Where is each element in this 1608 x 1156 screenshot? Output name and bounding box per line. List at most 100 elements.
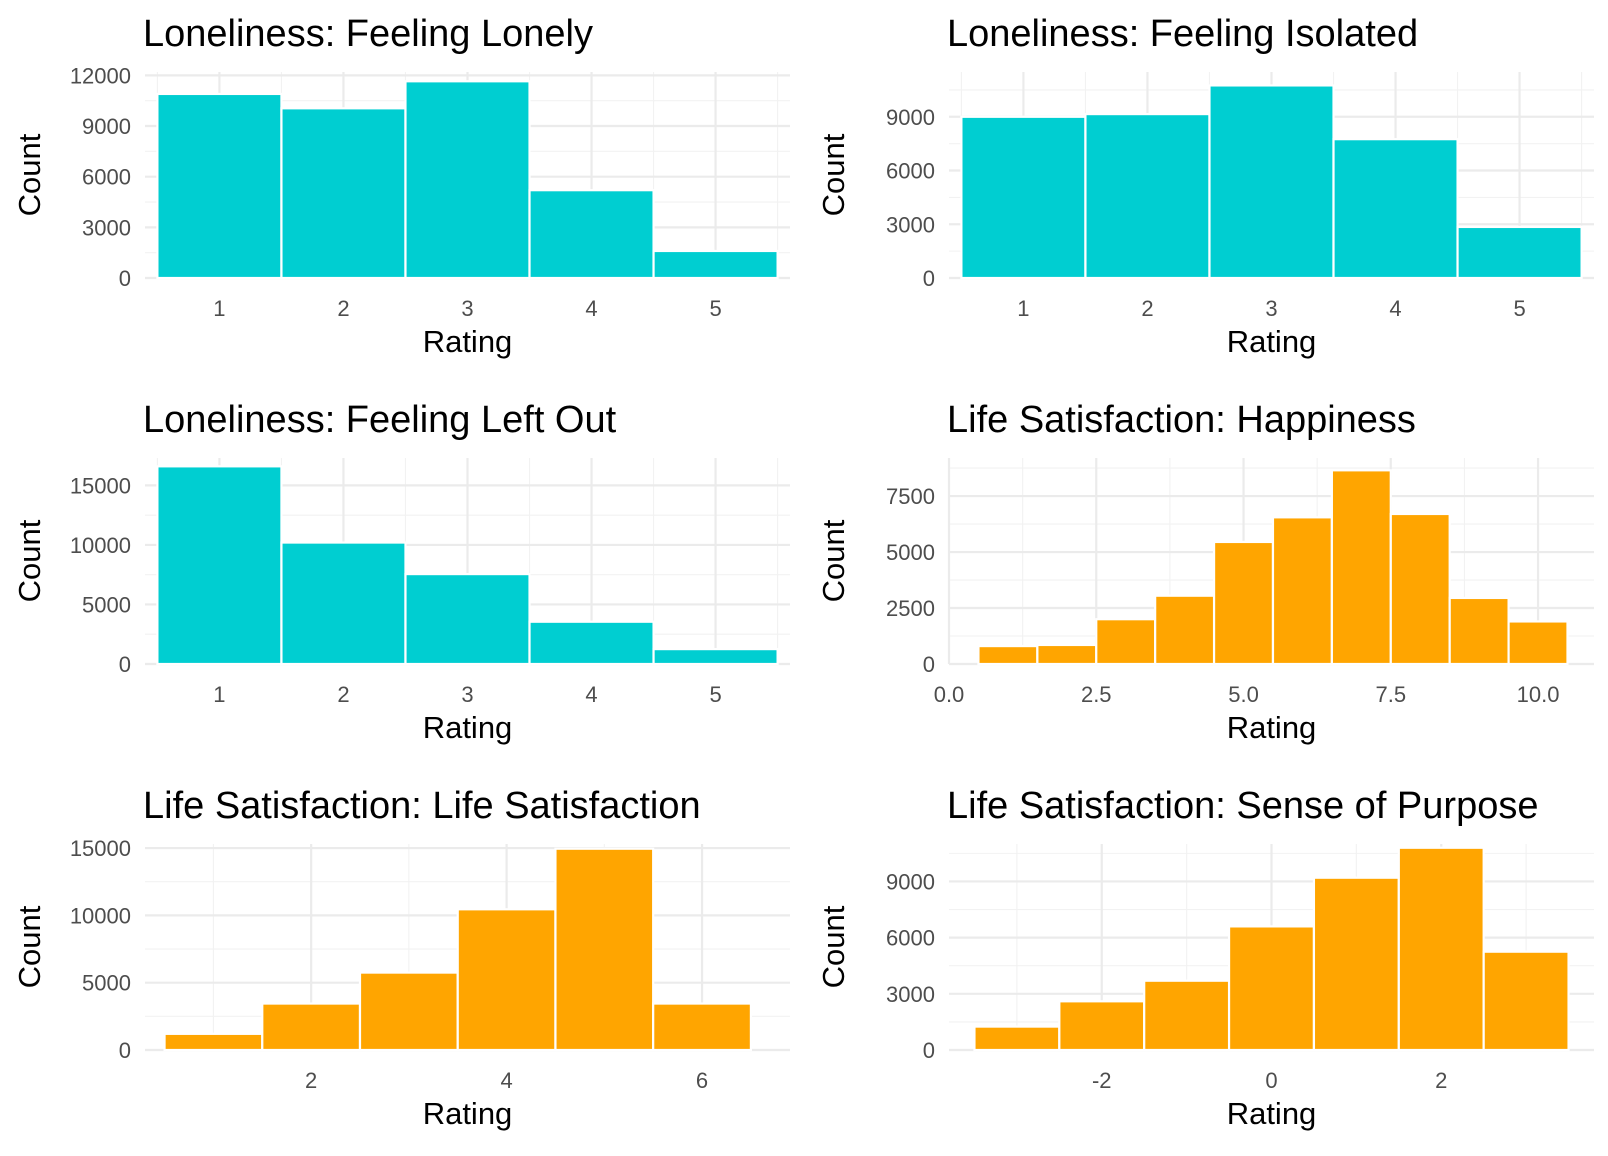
histogram-bar: [1389, 512, 1451, 666]
histogram-bar: [163, 1032, 264, 1052]
y-tick-label: 9000: [886, 869, 935, 894]
panel-feeling-lonely: 0 3000 6000 9000 12000 1 2 3 4 5 Loneliness: Feeli…: [12, 13, 790, 359]
y-axis-label: Count: [816, 133, 851, 216]
panel-sense-of-purpose: 0 3000 6000 9000 -2 0 2 Life Satisfaction: Sens…: [816, 785, 1594, 1131]
y-tick-label: 7500: [886, 484, 935, 509]
x-tick-label: 2: [337, 682, 349, 707]
histogram-bar: [960, 115, 1087, 280]
histogram-bar: [280, 107, 407, 280]
x-tick-label: 5: [709, 682, 721, 707]
bars: [163, 847, 753, 1052]
y-tick-label: 0: [923, 266, 935, 291]
panel-life-satisfaction: 0 5000 10000 15000 2 4 6 Life Satisfaction: Lif…: [12, 785, 790, 1131]
x-tick-label: 4: [1389, 296, 1401, 321]
y-axis-label: Count: [12, 133, 47, 216]
x-tick-label: 3: [1265, 296, 1277, 321]
y-tick-label: 5000: [82, 971, 131, 996]
x-tick-label: 10.0: [1517, 682, 1560, 707]
y-tick-label: 0: [119, 266, 131, 291]
histogram-bar: [1456, 225, 1583, 280]
histogram-bar: [652, 648, 779, 666]
y-tick-label: 10000: [70, 533, 131, 558]
y-tick-label: 3000: [886, 982, 935, 1007]
x-tick-label: 3: [461, 296, 473, 321]
x-tick-label: 3: [461, 682, 473, 707]
bars: [960, 84, 1583, 280]
x-tick-label: 1: [213, 296, 225, 321]
histogram-bar: [1154, 594, 1216, 666]
y-tick-label: 15000: [70, 836, 131, 861]
x-tick-label: 6: [696, 1068, 708, 1093]
y-tick-label: 12000: [70, 63, 131, 88]
x-tick-label: 5.0: [1228, 682, 1259, 707]
bars: [156, 465, 779, 666]
y-tick-label: 0: [119, 1038, 131, 1063]
panel-feeling-isolated: 0 3000 6000 9000 1 2 3 4 5 Loneliness: Feeling Is…: [816, 13, 1594, 359]
x-tick-label: 2: [1141, 296, 1153, 321]
histogram-bar: [156, 92, 283, 280]
x-tick-label: 5: [709, 296, 721, 321]
histogram-bar: [1332, 138, 1459, 280]
x-tick-label: 2: [337, 296, 349, 321]
x-tick-label: 1: [1017, 296, 1029, 321]
histogram-bar: [1482, 950, 1570, 1052]
histogram-bar: [528, 620, 655, 666]
x-tick-label: 4: [585, 682, 597, 707]
histogram-bar: [977, 644, 1039, 666]
y-tick-label: 3000: [82, 215, 131, 240]
y-tick-label: 6000: [82, 165, 131, 190]
chart-title: Life Satisfaction: Happiness: [947, 399, 1416, 441]
histogram-bar: [358, 971, 459, 1052]
histogram-bar: [1227, 925, 1316, 1052]
y-axis-label: Count: [12, 519, 47, 602]
histogram-bar: [280, 541, 407, 666]
histogram-bar: [261, 1002, 362, 1052]
bars: [156, 80, 779, 280]
histogram-bar: [1507, 620, 1569, 666]
y-tick-label: 10000: [70, 903, 131, 928]
x-tick-label: 5: [1513, 296, 1525, 321]
histogram-bar: [1330, 469, 1392, 666]
histogram-bar: [528, 189, 655, 280]
x-tick-label: 0.0: [934, 682, 965, 707]
histogram-bar: [156, 465, 283, 666]
y-tick-label: 6000: [886, 159, 935, 184]
y-tick-label: 15000: [70, 473, 131, 498]
x-tick-label: 7.5: [1375, 682, 1406, 707]
x-tick-label: 2: [1435, 1068, 1447, 1093]
x-tick-label: 0: [1265, 1068, 1277, 1093]
y-tick-label: 6000: [886, 926, 935, 951]
y-tick-label: 9000: [886, 105, 935, 130]
x-tick-label: 4: [585, 296, 597, 321]
x-tick-label: 1: [213, 682, 225, 707]
x-axis-label: Rating: [423, 324, 513, 359]
bars: [977, 469, 1569, 666]
chart-title: Life Satisfaction: Life Satisfaction: [143, 785, 701, 827]
y-tick-label: 2500: [886, 596, 935, 621]
histogram-bar: [1271, 516, 1333, 666]
panel-feeling-left-out: 0 5000 10000 15000 1 2 3 4 5 Loneliness: Feeling …: [12, 399, 790, 745]
y-tick-label: 9000: [82, 114, 131, 139]
y-tick-label: 0: [923, 652, 935, 677]
y-tick-label: 0: [923, 1038, 935, 1063]
panel-happiness: 0 2500 5000 7500 0.0 2.5 5.0 7.5 10.0 Life Satisf…: [816, 399, 1594, 745]
chart-title: Loneliness: Feeling Isolated: [947, 13, 1418, 55]
x-axis-label: Rating: [1227, 324, 1317, 359]
x-tick-label: 2.5: [1081, 682, 1112, 707]
histogram-bar: [652, 249, 779, 280]
x-tick-label: 2: [305, 1068, 317, 1093]
histogram-bar: [1058, 1000, 1146, 1052]
bars: [973, 846, 1570, 1052]
histogram-bar: [1212, 540, 1275, 666]
histogram-bar: [1208, 84, 1335, 280]
y-tick-label: 5000: [886, 540, 935, 565]
y-axis-label: Count: [816, 905, 851, 988]
histogram-bar: [1095, 618, 1157, 666]
histogram-bar: [1397, 846, 1485, 1052]
y-tick-label: 3000: [886, 212, 935, 237]
x-axis-label: Rating: [423, 1096, 513, 1131]
histogram-bar: [1312, 876, 1400, 1052]
x-axis-label: Rating: [423, 710, 513, 745]
x-axis-label: Rating: [1227, 1096, 1317, 1131]
y-tick-label: 0: [119, 652, 131, 677]
